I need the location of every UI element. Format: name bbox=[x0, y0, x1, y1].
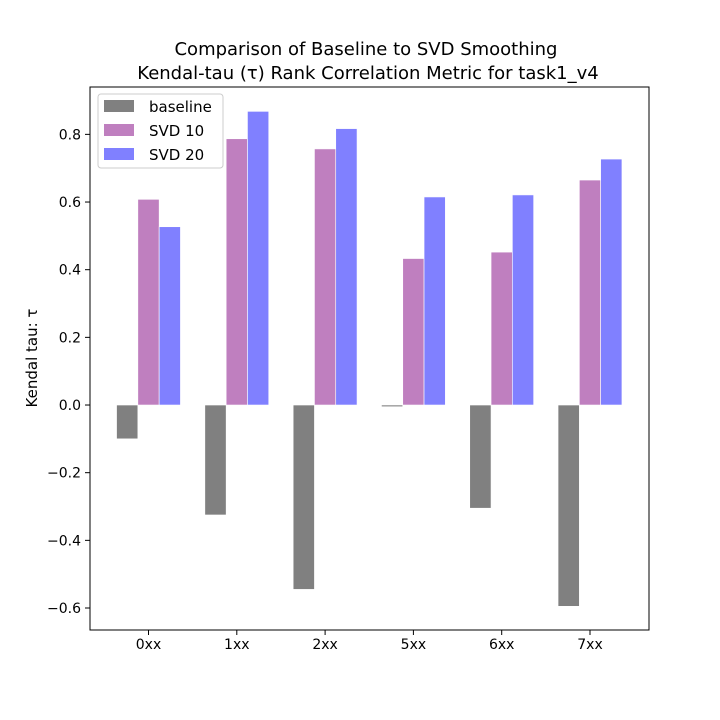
chart-title-line1: Comparison of Baseline to SVD Smoothing bbox=[174, 39, 557, 60]
y-tick-label: 0.8 bbox=[59, 127, 81, 143]
bar-svd-20-0xx bbox=[158, 226, 181, 406]
bar-baseline-5xx bbox=[381, 404, 404, 408]
bars-layer bbox=[116, 111, 623, 607]
legend-label-baseline: baseline bbox=[149, 98, 212, 116]
y-axis-label: Kendal tau: τ bbox=[23, 309, 41, 408]
x-tick-label-0xx: 0xx bbox=[136, 637, 161, 653]
legend: baseline SVD 10 SVD 20 bbox=[97, 93, 224, 169]
legend-label-svd-20: SVD 20 bbox=[149, 146, 204, 164]
plot-area-frame bbox=[89, 86, 650, 631]
bar-svd-20-6xx bbox=[512, 194, 534, 406]
x-tick-label-1xx: 1xx bbox=[224, 637, 249, 653]
legend-swatch-svd-20 bbox=[104, 148, 134, 160]
legend-swatch-baseline bbox=[104, 100, 134, 112]
bar-svd-20-5xx bbox=[423, 196, 446, 406]
bar-baseline-1xx bbox=[204, 404, 227, 516]
x-ticks-layer: 0xx 1xx 2xx 5xx 6xx 7xx bbox=[136, 630, 603, 653]
y-ticks-layer: −0.6 −0.4 −0.2 0.0 0.2 0.4 0.6 0.8 bbox=[47, 127, 90, 617]
bar-baseline-2xx bbox=[292, 404, 315, 590]
bar-svd-10-5xx bbox=[402, 258, 425, 406]
x-tick-label-2xx: 2xx bbox=[312, 637, 337, 653]
bar-svd-20-7xx bbox=[600, 158, 623, 406]
legend-label-svd-10: SVD 10 bbox=[149, 122, 204, 140]
y-tick-label: 0.6 bbox=[59, 195, 81, 211]
x-tick-label-6xx: 6xx bbox=[489, 637, 514, 653]
y-tick-label: −0.4 bbox=[47, 533, 81, 549]
bar-svd-20-1xx bbox=[247, 111, 270, 406]
bar-svd-20-2xx bbox=[335, 128, 358, 406]
bar-svd-10-7xx bbox=[579, 179, 601, 406]
bar-svd-10-6xx bbox=[490, 251, 513, 406]
chart-title-line2: Kendal-tau (τ) Rank Correlation Metric f… bbox=[137, 63, 598, 84]
x-tick-label-5xx: 5xx bbox=[401, 637, 426, 653]
y-tick-label: 0.0 bbox=[59, 398, 81, 414]
legend-swatch-svd-10 bbox=[104, 124, 134, 136]
y-tick-label: 0.4 bbox=[59, 263, 81, 279]
bar-baseline-6xx bbox=[469, 404, 492, 509]
x-tick-label-7xx: 7xx bbox=[577, 637, 602, 653]
y-tick-label: −0.6 bbox=[47, 601, 81, 617]
bar-baseline-0xx bbox=[116, 404, 139, 440]
y-tick-label: −0.2 bbox=[47, 466, 81, 482]
bar-svd-10-1xx bbox=[225, 138, 248, 406]
bar-baseline-7xx bbox=[557, 404, 580, 607]
bar-svd-10-0xx bbox=[137, 199, 160, 406]
bar-svd-10-2xx bbox=[314, 148, 337, 406]
y-tick-label: 0.2 bbox=[59, 330, 81, 346]
